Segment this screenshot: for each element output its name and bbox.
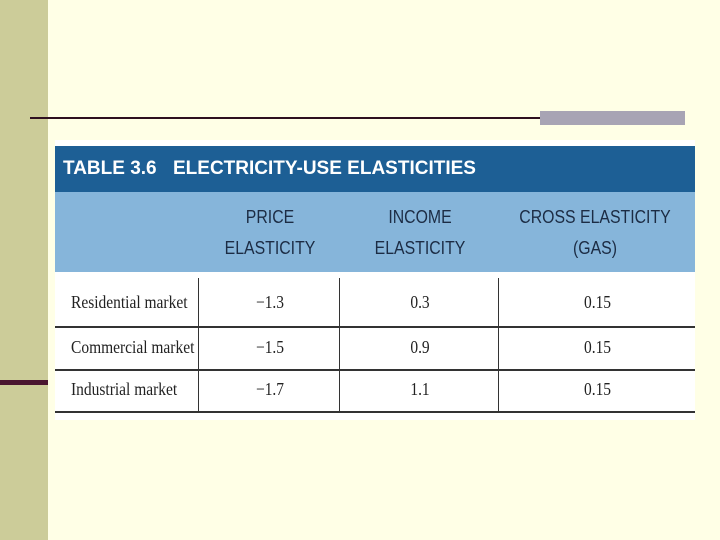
column-header-income: INCOME ELASTICITY [350, 202, 491, 264]
table-number: TABLE 3.6 [63, 158, 157, 179]
row-divider [55, 326, 695, 328]
elasticities-table: TABLE 3.6 ELECTRICITY-USE ELASTICITIES PR… [55, 140, 695, 420]
column-divider [498, 278, 499, 412]
title-rule [30, 117, 685, 119]
row-label-industrial: Industrial market [71, 379, 178, 399]
rule-block [540, 111, 685, 125]
column-header-line: CROSS ELASTICITY [519, 207, 671, 227]
side-accent [0, 380, 48, 385]
cell-cross-residential: 0.15 [583, 292, 612, 312]
column-header-line: PRICE [245, 207, 295, 227]
column-divider [198, 278, 199, 412]
cell-price-commercial: −1.5 [255, 337, 285, 357]
column-header-cross: CROSS ELASTICITY (GAS) [507, 202, 683, 264]
cell-price-industrial: −1.7 [255, 379, 285, 399]
cell-income-commercial: 0.9 [410, 337, 430, 357]
column-header-line: ELASTICITY [374, 238, 466, 258]
column-header-line: ELASTICITY [224, 238, 316, 258]
column-header-line: (GAS) [572, 238, 617, 258]
row-label-residential: Residential market [71, 292, 188, 312]
cell-cross-industrial: 0.15 [583, 379, 612, 399]
table-title: ELECTRICITY-USE ELASTICITIES [173, 158, 476, 179]
column-header-line: INCOME [388, 207, 452, 227]
table-title-bar: TABLE 3.6 ELECTRICITY-USE ELASTICITIES [55, 146, 695, 192]
cell-income-industrial: 1.1 [410, 379, 430, 399]
cell-income-residential: 0.3 [410, 292, 430, 312]
table-bottom-rule [55, 411, 695, 413]
row-label-commercial: Commercial market [71, 337, 195, 357]
side-band [0, 0, 48, 540]
cell-price-residential: −1.3 [255, 292, 285, 312]
column-divider [339, 278, 340, 412]
column-header-price: PRICE ELASTICITY [208, 202, 331, 264]
row-divider [55, 369, 695, 371]
cell-cross-commercial: 0.15 [583, 337, 612, 357]
table-header-band [55, 192, 695, 272]
